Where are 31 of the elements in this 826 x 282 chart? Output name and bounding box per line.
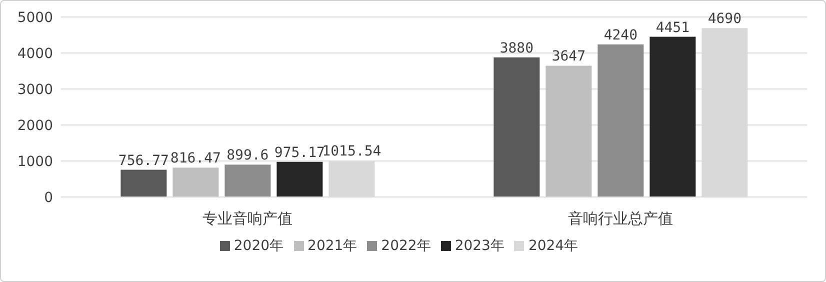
data-label: 756.77 [118,152,169,169]
bar [494,57,540,197]
data-label: 975.17 [274,144,325,161]
bar [120,170,167,197]
data-label: 4690 [708,11,742,28]
y-tick-label: 3000 [17,82,53,98]
y-tick-label: 1000 [17,154,53,170]
data-label: 899.6 [226,148,269,164]
y-tick-label: 4000 [17,46,53,62]
legend-label: 2021年 [308,238,358,254]
data-label: 816.47 [170,150,221,167]
data-label: 3880 [500,40,534,56]
bar [650,36,696,197]
x-tick-label: 音响行业总产值 [568,210,673,228]
y-tick-label: 2000 [17,118,53,134]
data-label: 1015.54 [322,143,382,160]
data-label: 4240 [604,27,638,44]
bar [276,162,323,197]
legend-label: 2020年 [234,238,284,254]
y-tick-label: 5000 [17,10,53,26]
bar [598,44,644,197]
legend-label: 2023年 [454,238,504,254]
y-tick-label: 0 [44,190,53,206]
data-label: 3647 [552,48,586,65]
data-label: 4451 [656,20,690,36]
x-tick-label: 专业音响产值 [202,210,292,228]
bar [172,168,219,197]
legend-label: 2024年 [528,238,578,254]
bar [546,66,592,197]
bar [224,164,271,197]
legend-label: 2022年 [381,238,431,254]
